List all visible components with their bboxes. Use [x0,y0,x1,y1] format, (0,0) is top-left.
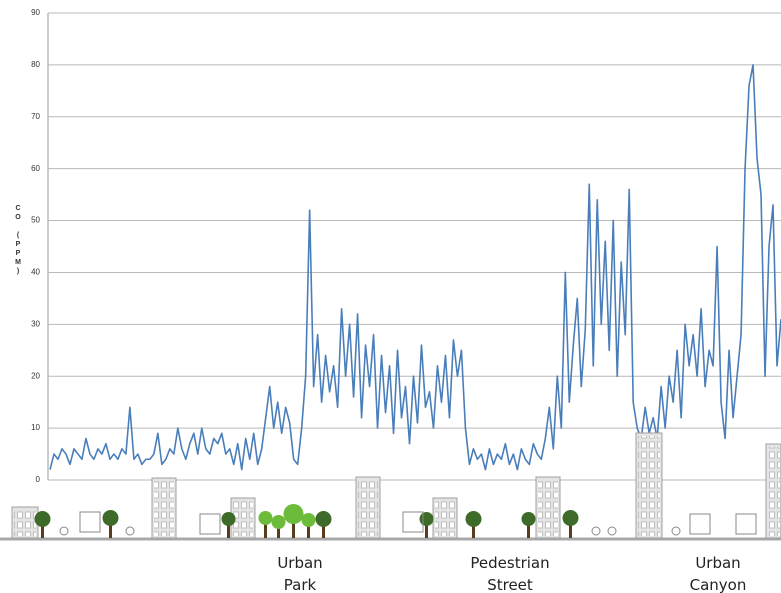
region-label: Urban [695,554,740,572]
y-tick-label: 60 [31,164,40,173]
y-tick-label: 90 [31,8,40,17]
illustration [0,432,781,541]
y-tick-label: 0 [36,475,41,484]
region-label: Street [487,576,533,593]
y-tick-label: 40 [31,268,40,277]
y-tick-label: 30 [31,319,40,328]
y-tick-label: 10 [31,423,40,432]
data-line [49,64,781,471]
region-label: Canyon [690,576,747,593]
y-axis-label: CO (PPM) [14,205,21,277]
y-tick-label: 20 [31,371,40,380]
region-label: Pedestrian [470,554,549,572]
y-tick-label: 70 [31,112,40,121]
y-tick-label: 80 [31,60,40,69]
y-tick-label: 50 [31,216,40,225]
region-label: Park [284,576,317,593]
plot-area: 0 10 20 30 40 50 60 70 80 90 [31,8,781,484]
region-label: Urban [277,554,322,572]
